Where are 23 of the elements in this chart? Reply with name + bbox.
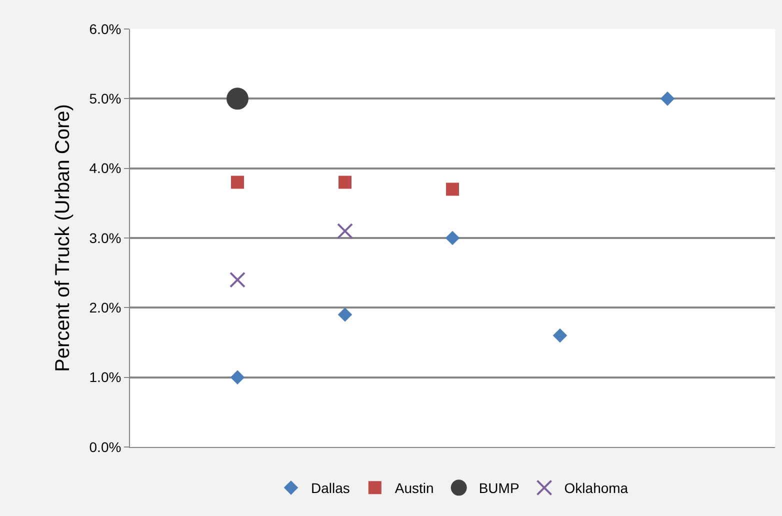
y-tick-label: 3.0% bbox=[89, 230, 122, 246]
point bbox=[446, 182, 459, 196]
point bbox=[660, 92, 675, 106]
y-tick-label: 6.0% bbox=[89, 20, 122, 37]
point bbox=[338, 307, 352, 322]
point bbox=[445, 230, 460, 246]
y-axis-title: Percent of Truck (Urban Core) bbox=[52, 104, 74, 372]
y-tick-label: 0.0% bbox=[89, 438, 122, 455]
point bbox=[230, 370, 245, 384]
point bbox=[230, 272, 246, 288]
point bbox=[231, 176, 244, 189]
point bbox=[226, 88, 248, 110]
legend-label: Oklahoma bbox=[564, 480, 628, 496]
point bbox=[552, 328, 568, 343]
y-tick-label: 4.0% bbox=[89, 160, 122, 176]
y-tick-label: 2.0% bbox=[89, 300, 122, 316]
y-tick-label: 5.0% bbox=[89, 90, 122, 107]
y-tick-label: 1.0% bbox=[89, 369, 122, 386]
point bbox=[338, 176, 352, 189]
point bbox=[337, 223, 353, 240]
legend-label: Austin bbox=[394, 480, 434, 496]
legend-label: BUMP bbox=[478, 480, 520, 496]
legend-label: Dallas bbox=[311, 480, 350, 496]
